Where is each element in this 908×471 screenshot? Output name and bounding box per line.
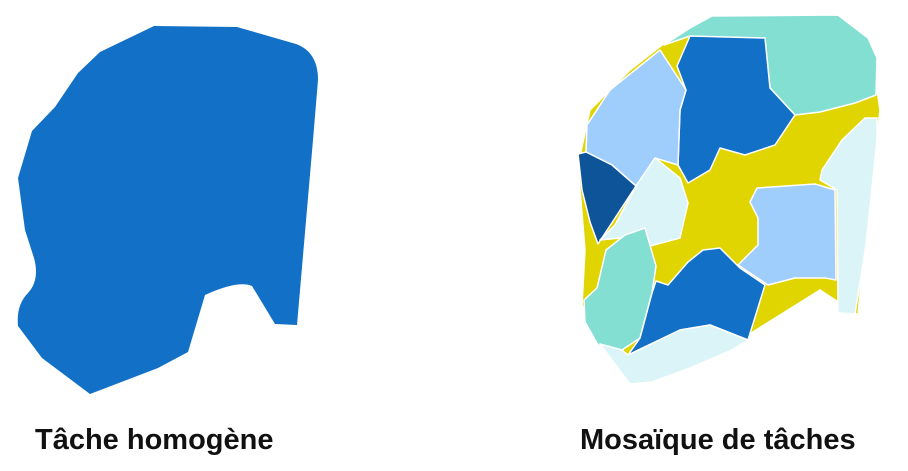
mosaic-patch-lightblue-right: [737, 183, 837, 286]
mosaic-patch-darkblue: [577, 151, 637, 245]
mosaic-patch-cyan-right: [819, 117, 878, 315]
mosaic-patch-teal-bottom: [583, 227, 657, 351]
homogeneous-patch: [17, 26, 318, 394]
caption-patch-mosaic: Mosaïque de tâches: [580, 424, 856, 456]
caption-homogeneous-patch: Tâche homogène: [35, 424, 274, 456]
patch-mosaic: [577, 14, 881, 385]
mosaic-patch-cyan-bottom: [599, 324, 749, 385]
mosaic-patch-cyan-center: [599, 157, 689, 247]
